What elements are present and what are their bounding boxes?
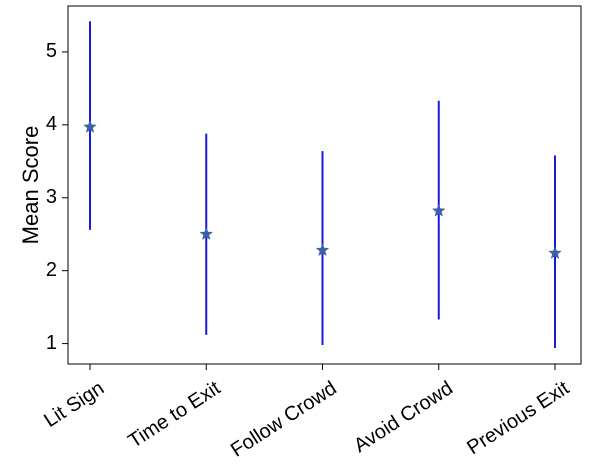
x-tick-label: Time to Exit — [124, 377, 224, 453]
plot-frame — [67, 5, 582, 365]
data-point-star — [548, 245, 562, 260]
data-point-star — [315, 243, 330, 257]
x-tick-label: Previous Exit — [463, 377, 573, 459]
y-ticks: 1 2 3 4 5 — [46, 40, 68, 354]
x-tick-label: Avoid Crowd — [350, 377, 457, 457]
y-axis-label: Mean Score — [18, 126, 43, 245]
y-tick-label: 3 — [46, 186, 57, 208]
data-point-star — [431, 203, 446, 217]
y-tick-label: 2 — [46, 259, 57, 281]
data-point-star — [199, 226, 214, 241]
y-tick-label: 1 — [46, 332, 57, 354]
x-tick-label: Follow Crowd — [227, 377, 341, 461]
x-tick-label: Lit Sign — [40, 377, 108, 432]
y-tick-label: 4 — [46, 113, 57, 135]
markers — [83, 119, 562, 260]
data-point-star — [83, 119, 97, 133]
error-bars — [89, 21, 556, 348]
x-ticks: Lit Sign Time to Exit Follow Crowd Avoid Cr… — [40, 364, 573, 462]
y-tick-label: 5 — [46, 40, 57, 62]
